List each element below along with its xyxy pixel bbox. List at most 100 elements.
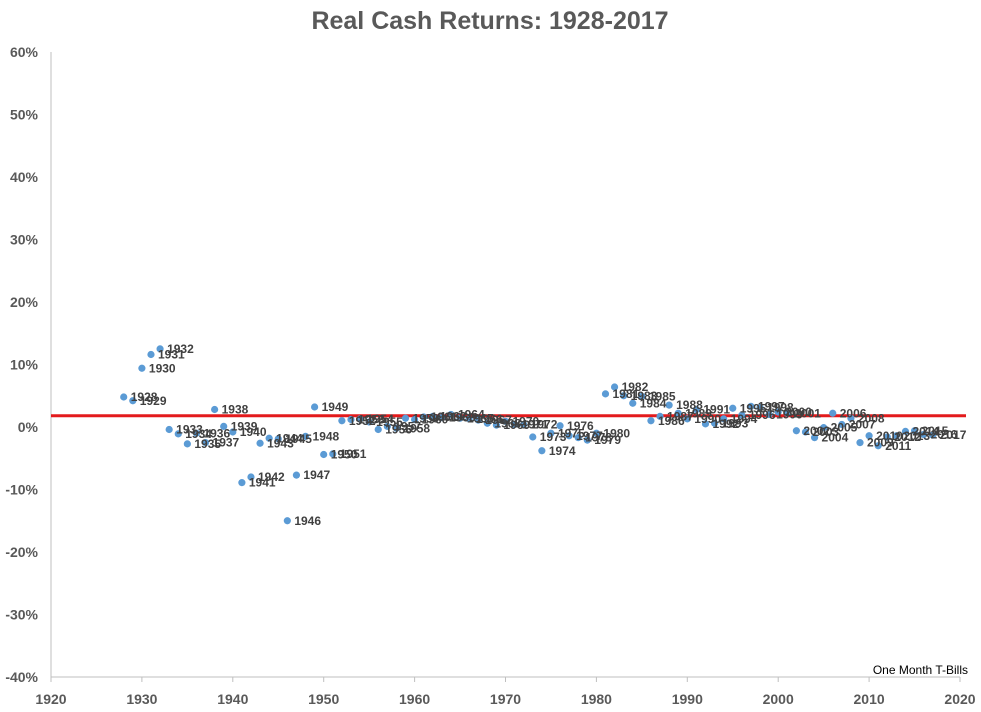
- x-tick-label: 2010: [854, 691, 885, 707]
- y-tick-label: 30%: [10, 232, 39, 248]
- data-point: [683, 415, 691, 423]
- data-point-label: 1974: [549, 444, 576, 458]
- x-tick-label: 2020: [944, 691, 975, 707]
- data-point: [274, 435, 282, 443]
- data-point: [756, 404, 764, 412]
- data-point-label: 1955: [376, 415, 403, 429]
- data-point-label: 1986: [658, 414, 685, 428]
- data-point-label: 2003: [812, 425, 839, 439]
- data-point-label: 1959: [413, 411, 440, 425]
- data-point-label: 2011: [885, 439, 911, 453]
- data-point: [610, 383, 619, 391]
- data-point-label: 1962: [440, 409, 467, 423]
- data-point-label: 1992: [712, 417, 739, 431]
- data-point: [565, 432, 573, 440]
- data-point: [356, 415, 364, 423]
- data-point-label: 1946: [294, 514, 321, 528]
- data-point-label: 2006: [840, 406, 867, 420]
- data-point: [265, 434, 273, 442]
- x-tick-label: 1980: [581, 691, 612, 707]
- data-point: [192, 429, 201, 437]
- data-point-label: 2007: [849, 418, 876, 432]
- data-point: [574, 434, 582, 442]
- data-point: [765, 410, 773, 419]
- data-point-label: 1972: [531, 418, 558, 432]
- data-point-label: 1969: [503, 418, 530, 432]
- y-tick-label: 60%: [10, 44, 39, 60]
- data-point-label: 2015: [922, 424, 949, 438]
- data-point-label: 1932: [167, 342, 194, 356]
- data-point: [201, 439, 210, 447]
- data-point: [365, 418, 373, 426]
- data-point-label: 1929: [140, 394, 167, 408]
- data-point: [747, 402, 755, 410]
- data-point: [692, 405, 700, 414]
- data-point-label: 2012: [894, 430, 921, 444]
- data-point: [510, 420, 519, 429]
- x-tick-label: 1920: [35, 691, 66, 707]
- data-point: [147, 350, 155, 359]
- data-point: [601, 390, 610, 398]
- data-point-label: 1989: [685, 406, 712, 420]
- data-point: [283, 517, 291, 525]
- data-point-label: 1998: [767, 401, 794, 415]
- x-tick-label: 1940: [217, 691, 248, 707]
- data-point-label: 2002: [803, 424, 830, 438]
- data-point-label: 1934: [185, 427, 212, 441]
- data-point-label: 1943: [267, 436, 294, 450]
- data-point-label: 1952: [349, 414, 376, 428]
- x-tick-label: 2000: [763, 691, 794, 707]
- data-point-label: 1951: [340, 447, 367, 461]
- data-point: [411, 415, 419, 424]
- data-point: [856, 439, 864, 447]
- data-point-label: 1996: [749, 408, 776, 422]
- data-point-label: 1991: [703, 403, 730, 417]
- data-point-label: 1938: [222, 403, 249, 417]
- data-point: [465, 415, 473, 423]
- data-point-label: 2008: [858, 411, 885, 425]
- data-point-label: 1953: [358, 413, 385, 427]
- data-point: [620, 392, 628, 400]
- data-point: [120, 393, 128, 401]
- data-point: [547, 429, 555, 437]
- data-point: [156, 345, 164, 353]
- data-point-label: 2001: [794, 406, 821, 420]
- data-point: [501, 417, 510, 425]
- data-point-label: 1945: [285, 432, 312, 446]
- data-point-label: 2010: [876, 429, 903, 443]
- data-point-label: 1949: [322, 400, 349, 414]
- data-point-label: 1957: [394, 419, 421, 433]
- x-tick-label: 1990: [672, 691, 703, 707]
- x-tick-label: 1950: [308, 691, 339, 707]
- x-axis-ticks: 1920 1930 1940 1950 1960 1970 1980 1990 2000 2010…: [35, 677, 976, 707]
- data-point-label: 1964: [458, 408, 485, 422]
- data-point-label: 1993: [722, 416, 749, 430]
- data-point: [456, 414, 464, 422]
- data-point: [211, 405, 219, 414]
- data-point-label: 1966: [476, 412, 503, 426]
- data-point-label: 1978: [585, 431, 612, 445]
- data-point-label: 1942: [258, 470, 285, 484]
- data-point-label: 2013: [903, 429, 930, 443]
- data-point: [538, 447, 546, 455]
- data-point: [183, 440, 191, 448]
- data-point: [520, 420, 528, 429]
- data-point-label: 1990: [694, 412, 721, 426]
- data-point-label: 1981: [612, 387, 639, 401]
- y-tick-label: -40%: [5, 669, 38, 685]
- data-point: [529, 433, 537, 441]
- data-point: [647, 417, 655, 425]
- x-tick-label: 1970: [490, 691, 521, 707]
- data-point-label: 1973: [540, 430, 567, 444]
- data-point-label: 1941: [249, 476, 276, 490]
- data-point: [738, 411, 746, 419]
- data-point: [665, 401, 673, 409]
- data-point-label: 1939: [231, 419, 258, 433]
- data-point-label: 1995: [740, 401, 767, 415]
- data-point-label: 2016: [931, 428, 958, 442]
- data-point-label: 2005: [831, 421, 858, 435]
- data-point-label: 1935: [194, 437, 221, 451]
- y-tick-label: 50%: [10, 107, 39, 123]
- data-point-label: 1985: [649, 389, 676, 403]
